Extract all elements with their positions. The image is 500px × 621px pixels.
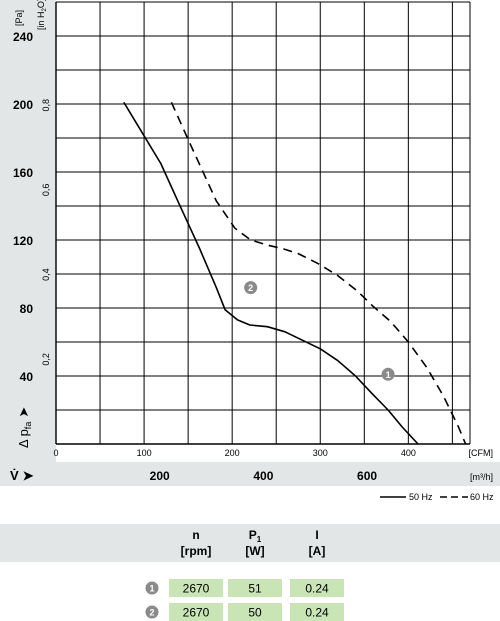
- y-tick-label-pa: 120: [13, 234, 33, 248]
- table-header-unit: [W]: [245, 544, 264, 558]
- table-cell-value: 2670: [183, 582, 210, 596]
- y-tick-label-pa: 40: [20, 370, 34, 384]
- y-tick-label-inh2o: 0,8: [41, 99, 51, 112]
- x-tick-label-cfm: 0: [53, 448, 58, 458]
- curves: [123, 101, 467, 445]
- table-header-unit: [A]: [309, 544, 326, 558]
- x-axis-unit-cfm: [CFM]: [469, 448, 494, 458]
- legend: 50 Hz 60 Hz: [380, 492, 494, 502]
- operating-point-label: 1: [386, 370, 391, 380]
- table-header-panel: [0, 524, 500, 562]
- table-header-symbol: n: [192, 528, 199, 542]
- y-axis-unit-inh2o: [in H2O]: [36, 0, 48, 30]
- x-tick-label-m3h: 600: [357, 469, 377, 483]
- table-header-symbol: I: [315, 528, 318, 542]
- x-axis-panel: [0, 462, 500, 486]
- table-cell: [228, 579, 282, 597]
- table-row-marker: [145, 605, 159, 619]
- table-cell-value: 0.24: [305, 582, 329, 596]
- x-axis-label: V̇ ➤: [10, 468, 34, 483]
- y-axis-unit-pa: [Pa]: [14, 10, 24, 26]
- table-row-marker-label: 1: [149, 584, 154, 594]
- table-cell: [290, 603, 344, 621]
- table-row-marker-label: 2: [149, 608, 154, 618]
- table-cell: [228, 603, 282, 621]
- y-tick-label-pa: 200: [13, 98, 33, 112]
- x-tick-labels: 0 100 200 300 400 200 400 600: [53, 448, 415, 483]
- y-tick-label-inh2o: 0,2: [41, 353, 51, 366]
- x-tick-label-cfm: 200: [225, 448, 240, 458]
- y-axis-label: Δ pfa➤: [16, 407, 33, 448]
- grid: [55, 1, 471, 445]
- table-cell: [169, 603, 223, 621]
- y-tick-label-inh2o: 0,4: [41, 268, 51, 281]
- curve-markers: 12: [244, 281, 395, 381]
- x-axis-unit-m3h: [m³/h]: [470, 472, 493, 482]
- operating-point-marker: [244, 281, 258, 295]
- table-header-unit: [rpm]: [181, 544, 212, 558]
- curve-50hz: [123, 101, 419, 445]
- x-tick-label-cfm: 300: [313, 448, 328, 458]
- table-cell-value: 0.24: [305, 606, 329, 620]
- x-tick-label-m3h: 400: [253, 469, 273, 483]
- operating-point-table: n[rpm]P1[W]I[A]1 2670 51 0.242 2670 50 0.24: [145, 528, 344, 621]
- table-cell-value: 51: [248, 582, 262, 596]
- y-tick-label-pa: 160: [13, 166, 33, 180]
- y-axis-panel: [0, 0, 56, 462]
- operating-point-marker: [381, 367, 395, 381]
- y-tick-label-inh2o: 0,6: [41, 184, 51, 197]
- table-cell: [169, 579, 223, 597]
- legend-label-60hz: 60 Hz: [470, 492, 494, 502]
- operating-point-label: 2: [248, 283, 253, 293]
- y-tick-label-pa: 80: [20, 302, 34, 316]
- x-tick-label-cfm: 100: [137, 448, 152, 458]
- legend-label-50hz: 50 Hz: [409, 492, 433, 502]
- y-tick-label-pa: 240: [13, 30, 33, 44]
- x-tick-label-m3h: 200: [150, 469, 170, 483]
- table-row-marker: [145, 581, 159, 595]
- curve-60hz: [170, 101, 467, 445]
- x-tick-label-cfm: 400: [401, 448, 416, 458]
- table-cell-value: 2670: [183, 606, 210, 620]
- y-tick-labels: 40 80 120 160 200 240 0,2 0,4 0,6 0,8: [13, 30, 51, 384]
- table-cell-value: 50: [248, 606, 262, 620]
- table-cell: [290, 579, 344, 597]
